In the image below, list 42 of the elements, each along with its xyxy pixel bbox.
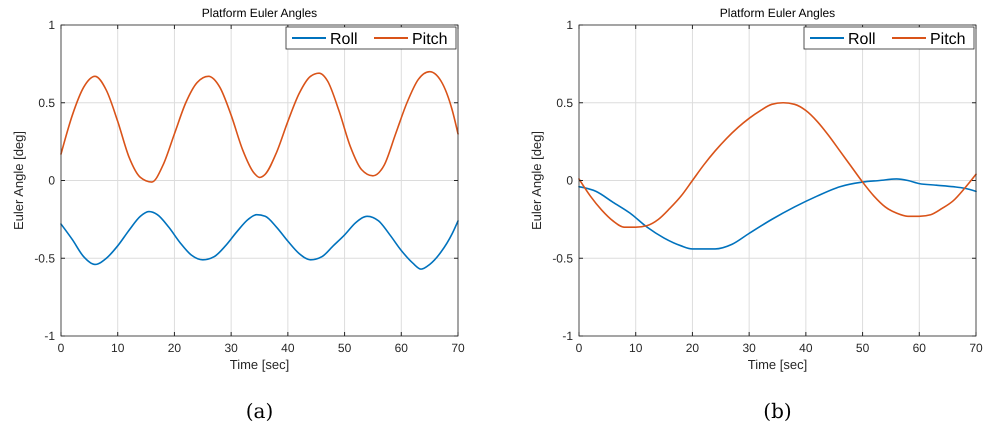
y-tick-label: 1 [48,18,56,32]
x-tick-label: 70 [969,341,983,355]
text: (b) [763,399,792,423]
x-tick-label: 10 [629,341,643,355]
y-tick-label: 1 [566,18,574,32]
x-tick-label: 40 [799,341,813,355]
x-tick-label: 30 [224,341,238,355]
line-series [60,70,459,183]
x-tick-label: 50 [856,341,870,355]
x-tick-label: 0 [58,341,65,355]
x-tick-label: 50 [338,341,352,355]
x-tick-label: 10 [111,341,125,355]
x-tick-label: 0 [576,341,583,355]
legend-label: Roll [848,31,876,48]
chart-title: Platform Euler Angles [720,6,836,20]
line-series [578,178,977,250]
line-series [578,102,977,228]
y-tick-label: 0.5 [38,96,56,110]
y-tick-label: -1 [44,329,56,343]
y-axis-title: Euler Angle [deg] [11,130,26,230]
x-tick-label: 70 [451,341,465,355]
x-axis-title: Time [sec] [230,357,290,372]
y-tick-label: -0.5 [552,251,574,266]
legend-label: Pitch [412,31,448,48]
line-series [60,210,459,270]
x-tick-label: 30 [742,341,756,355]
y-tick-label: 0.5 [556,96,574,110]
legend-label: Roll [330,31,358,48]
x-tick-label: 60 [394,341,408,355]
y-tick-label: -1 [562,329,574,343]
x-axis-title: Time [sec] [748,357,808,372]
legend-label: Pitch [930,31,966,48]
y-tick-label: 0 [566,174,574,188]
x-tick-label: 60 [912,341,926,355]
y-tick-label: -0.5 [34,251,56,266]
chart-title: Platform Euler Angles [202,6,318,20]
y-tick-label: 0 [48,174,56,188]
x-tick-label: 40 [281,341,295,355]
x-tick-label: 20 [168,341,182,355]
y-axis-title: Euler Angle [deg] [529,130,544,230]
text: (a) [246,399,274,423]
x-tick-label: 20 [686,341,700,355]
